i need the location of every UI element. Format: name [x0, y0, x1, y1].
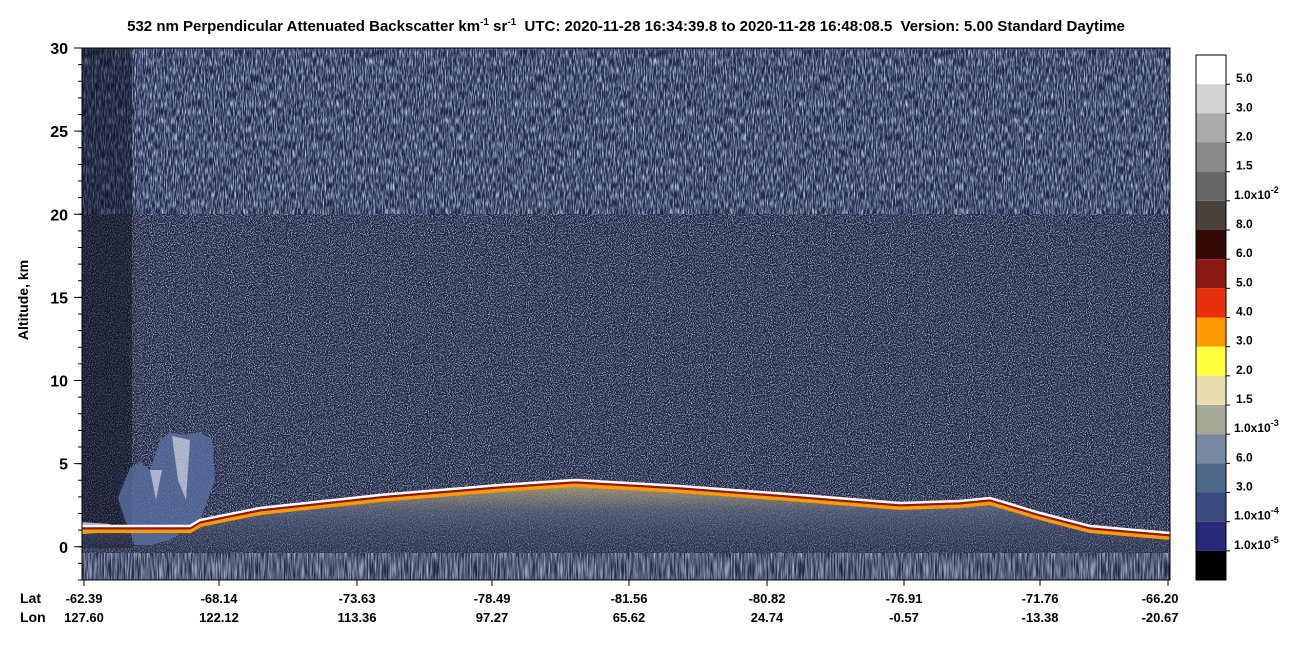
colorbar-label: 2.0 [1236, 363, 1253, 377]
colorbar-segment [1196, 171, 1226, 201]
y-tick-label: 30 [50, 41, 68, 58]
title-text: 532 nm Perpendicular Attenuated Backscat… [127, 18, 480, 35]
y-tick-label: 25 [50, 124, 68, 141]
backscatter-image [82, 48, 1170, 580]
title-text: sr [489, 18, 508, 35]
colorbar-label: 1.0x10-3 [1234, 418, 1279, 435]
x-tick-label: -20.67 [1142, 610, 1179, 625]
x-tick-label: 122.12 [199, 610, 239, 625]
y-tick-label: 20 [50, 207, 68, 224]
colorbar-label-exponent: -5 [1271, 535, 1279, 545]
colorbar-label-base: 1.0x10 [1234, 421, 1271, 435]
colorbar-segment [1196, 288, 1226, 318]
colorbar-segment [1196, 259, 1226, 289]
colorbar-label: 1.5 [1236, 159, 1253, 173]
x-tick-label: -0.57 [889, 610, 919, 625]
y-tick-label: 10 [50, 374, 68, 391]
x-tick-label: 24.74 [751, 610, 784, 625]
colorbar-segment [1196, 142, 1226, 172]
colorbar-segment [1196, 434, 1226, 464]
x-tick-label: 97.27 [476, 610, 509, 625]
colorbar-segment [1196, 492, 1226, 522]
colorbar-label: 8.0 [1236, 217, 1253, 231]
colorbar-segment [1196, 463, 1226, 493]
y-tick-label: 0 [59, 540, 68, 557]
title-text: UTC: 2020-11-28 16:34:39.8 to 2020-11-28… [516, 18, 1125, 35]
colorbar-label-exponent: -4 [1271, 506, 1279, 516]
colorbar-segment [1196, 200, 1226, 230]
y-axis-label: Altitude, km [15, 260, 31, 340]
colorbar-label: 1.5 [1236, 392, 1253, 406]
x-tick-label: 113.36 [337, 610, 376, 625]
colorbar-label: 1.0x10-2 [1234, 185, 1279, 202]
colorbar-segment [1196, 521, 1226, 551]
colorbar-segment [1196, 550, 1226, 580]
colorbar-segment [1196, 55, 1226, 85]
colorbar-label-exponent: -3 [1271, 418, 1279, 428]
x-tick-label: -73.63 [339, 591, 376, 606]
title-superscript: -1 [507, 17, 516, 28]
y-tick-label: 5 [59, 457, 68, 474]
x-tick-label: -68.14 [201, 591, 239, 606]
colorbar-label: 5.0 [1236, 71, 1253, 85]
colorbar-label-base: 1.0x10 [1234, 509, 1271, 523]
chart-title: 532 nm Perpendicular Attenuated Backscat… [127, 17, 1125, 35]
colorbar-label: 5.0 [1236, 275, 1253, 289]
colorbar-segment [1196, 230, 1226, 260]
x-tick-label: -62.39 [66, 591, 103, 606]
colorbar-segment [1196, 84, 1226, 114]
colorbar-label-base: 1.0x10 [1234, 188, 1271, 202]
colorbar-label: 3.0 [1236, 480, 1253, 494]
x-row-name: Lat [20, 590, 41, 606]
colorbar-label: 4.0 [1236, 305, 1253, 319]
x-tick-label: -80.82 [749, 591, 786, 606]
colorbar-label: 6.0 [1236, 246, 1253, 260]
colorbar-segment [1196, 405, 1226, 435]
colorbar-label-base: 1.0x10 [1234, 538, 1271, 552]
colorbar-label: 3.0 [1236, 334, 1253, 348]
x-tick-label: 127.60 [64, 610, 104, 625]
x-tick-label: -13.38 [1022, 610, 1059, 625]
colorbar-label-exponent: -2 [1271, 185, 1279, 195]
x-tick-label: -78.49 [474, 591, 511, 606]
x-tick-label: -81.56 [611, 591, 648, 606]
colorbar-segment [1196, 317, 1226, 347]
colorbar-label: 2.0 [1236, 130, 1253, 144]
x-tick-label: -66.20 [1142, 591, 1179, 606]
colorbar-label: 3.0 [1236, 100, 1253, 114]
x-tick-label: -71.76 [1022, 591, 1059, 606]
colorbar-label: 1.0x10-4 [1234, 506, 1279, 523]
colorbar-segment [1196, 346, 1226, 376]
y-tick-label: 15 [50, 290, 68, 307]
colorbar-segment [1196, 113, 1226, 143]
x-tick-label: 65.62 [613, 610, 646, 625]
colorbar-segment [1196, 375, 1226, 405]
colorbar-label: 1.0x10-5 [1234, 535, 1279, 552]
colorbar-label: 6.0 [1236, 450, 1253, 464]
title-superscript: -1 [480, 17, 489, 28]
x-tick-label: -76.91 [886, 591, 923, 606]
x-row-name: Lon [20, 609, 46, 625]
